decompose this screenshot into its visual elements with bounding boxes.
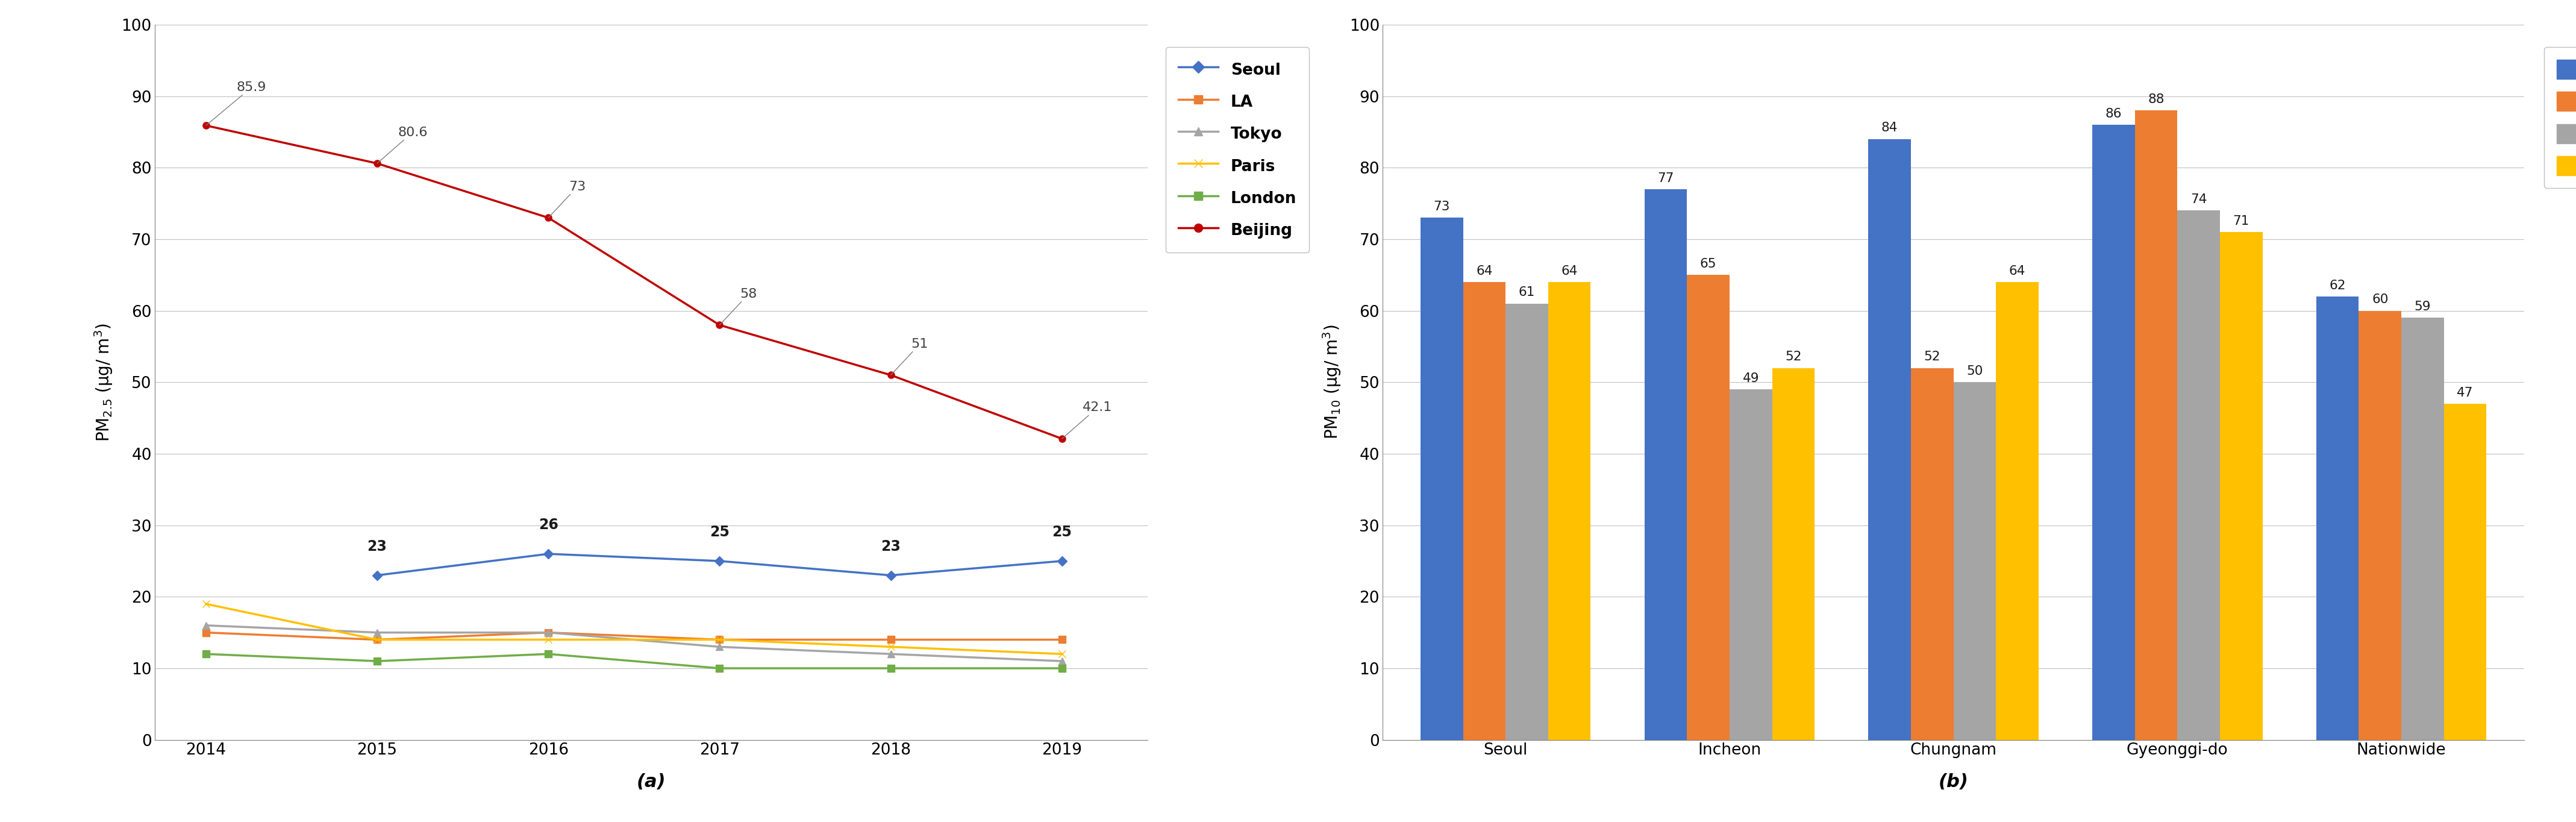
Text: 49: 49 bbox=[1741, 372, 1759, 385]
Bar bbox=[1996, 282, 2038, 740]
Bar bbox=[1463, 282, 1504, 740]
Text: 60: 60 bbox=[2372, 293, 2388, 306]
Text: 61: 61 bbox=[1520, 287, 1535, 298]
Text: 64: 64 bbox=[1476, 265, 1492, 277]
London bbox=[191, 649, 222, 659]
Text: 25: 25 bbox=[708, 525, 729, 539]
Bar bbox=[2401, 318, 2445, 740]
Beijing bbox=[703, 320, 734, 330]
Bar bbox=[1868, 139, 1911, 740]
Text: 84: 84 bbox=[1880, 122, 1899, 134]
LA bbox=[191, 628, 222, 638]
Text: 23: 23 bbox=[368, 539, 386, 554]
Text: 80.6: 80.6 bbox=[376, 127, 428, 164]
Seoul bbox=[533, 549, 564, 559]
X-axis label: (b): (b) bbox=[1940, 774, 1968, 791]
Legend: Seoul, LA, Tokyo, Paris, London, Beijing: Seoul, LA, Tokyo, Paris, London, Beijing bbox=[1164, 47, 1309, 252]
Tokyo bbox=[361, 628, 392, 638]
Text: 86: 86 bbox=[2105, 108, 2123, 120]
Text: 52: 52 bbox=[1785, 351, 1801, 363]
LA bbox=[876, 635, 907, 644]
Text: 62: 62 bbox=[2329, 279, 2347, 292]
London bbox=[876, 663, 907, 673]
Line: London: London bbox=[204, 651, 1066, 672]
Line: Seoul: Seoul bbox=[374, 551, 1066, 579]
Text: 77: 77 bbox=[1656, 172, 1674, 184]
Paris bbox=[533, 635, 564, 644]
Beijing bbox=[533, 213, 564, 223]
Text: 25: 25 bbox=[1051, 525, 1072, 539]
Legend: 2016, 2017, 2018, 2019: 2016, 2017, 2018, 2019 bbox=[2545, 47, 2576, 188]
Seoul bbox=[876, 570, 907, 580]
Bar bbox=[2136, 110, 2177, 740]
Bar bbox=[2092, 125, 2136, 740]
Text: 64: 64 bbox=[2009, 265, 2025, 277]
Bar bbox=[2316, 297, 2360, 740]
Text: 26: 26 bbox=[538, 518, 559, 533]
Bar bbox=[2177, 210, 2221, 740]
London bbox=[361, 656, 392, 666]
Bar bbox=[2445, 404, 2486, 740]
Text: 51: 51 bbox=[891, 338, 927, 375]
LA bbox=[361, 635, 392, 644]
Bar bbox=[1643, 189, 1687, 740]
Beijing bbox=[361, 159, 392, 169]
Text: 85.9: 85.9 bbox=[206, 81, 265, 126]
London bbox=[533, 649, 564, 659]
Bar bbox=[2360, 311, 2401, 740]
Bar bbox=[1504, 303, 1548, 740]
Line: Paris: Paris bbox=[201, 600, 1066, 658]
Bar bbox=[2221, 232, 2262, 740]
London bbox=[1046, 663, 1077, 673]
Seoul bbox=[361, 570, 392, 580]
LA bbox=[1046, 635, 1077, 644]
Text: 65: 65 bbox=[1700, 258, 1716, 270]
Text: 58: 58 bbox=[719, 288, 757, 325]
Line: Beijing: Beijing bbox=[204, 122, 1066, 442]
Paris bbox=[191, 599, 222, 609]
Y-axis label: PM$_{2.5}$ (μg/ m$^3$): PM$_{2.5}$ (μg/ m$^3$) bbox=[93, 323, 116, 441]
Beijing bbox=[191, 121, 222, 131]
London bbox=[703, 663, 734, 673]
Line: Tokyo: Tokyo bbox=[204, 622, 1066, 664]
Text: 52: 52 bbox=[1924, 351, 1940, 363]
X-axis label: (a): (a) bbox=[636, 774, 665, 791]
Text: 50: 50 bbox=[1965, 365, 1984, 377]
Tokyo bbox=[1046, 656, 1077, 666]
Bar bbox=[1911, 368, 1953, 740]
Text: 74: 74 bbox=[2190, 193, 2208, 206]
Tokyo bbox=[533, 628, 564, 638]
Text: 88: 88 bbox=[2148, 94, 2164, 105]
Text: 59: 59 bbox=[2414, 301, 2432, 313]
Tokyo bbox=[191, 621, 222, 630]
Paris bbox=[876, 642, 907, 652]
LA bbox=[533, 628, 564, 638]
Paris bbox=[1046, 649, 1077, 659]
Seoul bbox=[1046, 556, 1077, 566]
Bar bbox=[1548, 282, 1592, 740]
Text: 71: 71 bbox=[2233, 215, 2249, 227]
Paris bbox=[703, 635, 734, 644]
Bar bbox=[1953, 382, 1996, 740]
Text: 42.1: 42.1 bbox=[1061, 402, 1113, 439]
Text: 64: 64 bbox=[1561, 265, 1577, 277]
Line: LA: LA bbox=[204, 629, 1066, 643]
Tokyo bbox=[876, 649, 907, 659]
LA bbox=[703, 635, 734, 644]
Text: 47: 47 bbox=[2458, 386, 2473, 399]
Seoul bbox=[703, 556, 734, 566]
Y-axis label: PM$_{10}$ (μg/ m$^3$): PM$_{10}$ (μg/ m$^3$) bbox=[1321, 325, 1342, 440]
Paris bbox=[361, 635, 392, 644]
Text: 73: 73 bbox=[1435, 201, 1450, 213]
Bar bbox=[1419, 218, 1463, 740]
Bar bbox=[1772, 368, 1814, 740]
Bar bbox=[1728, 390, 1772, 740]
Beijing bbox=[1046, 434, 1077, 444]
Bar bbox=[1687, 275, 1728, 740]
Text: 73: 73 bbox=[549, 181, 585, 218]
Text: 23: 23 bbox=[881, 539, 902, 554]
Beijing bbox=[876, 370, 907, 380]
Tokyo bbox=[703, 642, 734, 652]
